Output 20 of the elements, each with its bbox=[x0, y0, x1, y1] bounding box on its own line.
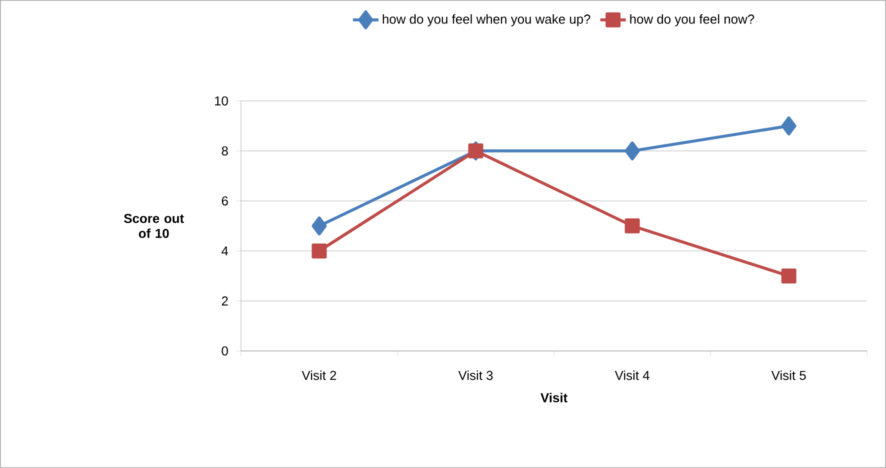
point bbox=[781, 268, 796, 284]
y-axis-title: Score out of 10 bbox=[124, 214, 184, 238]
y-tick-label: 4 bbox=[222, 246, 228, 256]
y-tick-label: 6 bbox=[222, 196, 228, 206]
y-tick-label: 0 bbox=[222, 346, 228, 356]
x-tick-label: Visit 5 bbox=[771, 370, 806, 380]
x-tick-label: Visit 4 bbox=[614, 370, 650, 380]
legend-label: how do you feel now? bbox=[630, 14, 754, 26]
y-tick-label: 10 bbox=[215, 96, 228, 106]
point bbox=[781, 116, 796, 136]
point bbox=[312, 243, 327, 258]
y-tick-label: 8 bbox=[222, 146, 228, 156]
point bbox=[312, 216, 327, 236]
legend-label: how do you feel when you wake up? bbox=[382, 14, 590, 26]
x-axis-title: Visit bbox=[540, 392, 568, 402]
x-tick-label: Visit 2 bbox=[302, 370, 336, 380]
x-tick-label: Visit 3 bbox=[458, 370, 493, 380]
point bbox=[624, 141, 640, 160]
point bbox=[624, 218, 640, 234]
y-tick-label: 2 bbox=[222, 296, 228, 306]
